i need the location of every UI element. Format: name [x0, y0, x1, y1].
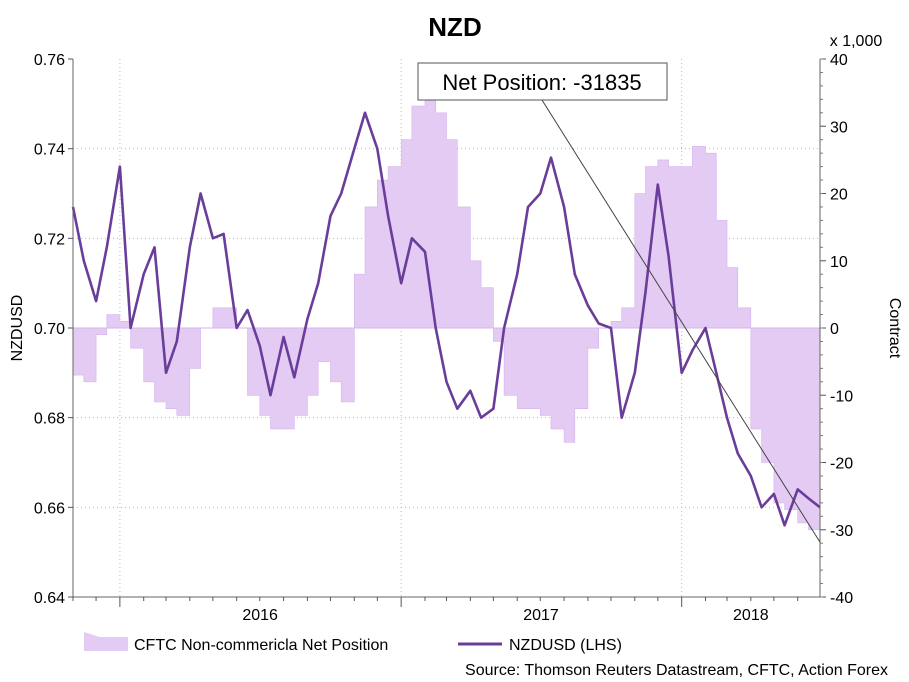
right-tick-label: 40	[830, 52, 848, 69]
chart-title: NZD	[428, 12, 481, 42]
source-note: Source: Thomson Reuters Datastream, CFTC…	[465, 662, 888, 679]
legend-swatch-cftc-fill	[84, 637, 128, 651]
legend: CFTC Non-commericla Net Position NZDUSD …	[84, 632, 622, 654]
right-axis-unit: x 1,000	[830, 33, 883, 50]
cftc-net-position-area	[72, 92, 821, 531]
left-tick-label: 0.66	[34, 500, 65, 517]
callout-leader-line	[541, 99, 821, 543]
right-tick-label: -40	[830, 590, 853, 607]
callout-box	[417, 62, 668, 101]
legend-item-cftc: CFTC Non-commericla Net Position	[84, 632, 388, 654]
left-tick-label: 0.74	[34, 142, 65, 159]
right-tick-label: 30	[830, 119, 848, 136]
x-axis-ticks: 2016 2017 2018	[72, 597, 799, 624]
nzdusd-line	[71, 111, 821, 527]
legend-item-nzdusd: NZDUSD (LHS)	[458, 637, 622, 654]
x-tick-label: 2017	[523, 607, 559, 624]
x-tick-label: 2018	[733, 607, 769, 624]
legend-label-cftc: CFTC Non-commericla Net Position	[134, 637, 388, 654]
x-tick-label: 2016	[242, 607, 278, 624]
right-tick-label: -30	[830, 523, 853, 540]
right-axis-ticks: -40 -30 -20 -10 0 10 20 30 40	[820, 52, 853, 607]
legend-label-nzdusd: NZDUSD (LHS)	[509, 637, 622, 654]
left-tick-label: 0.68	[34, 411, 65, 428]
callout-text: Net Position: -31835	[442, 70, 641, 95]
right-tick-label: 0	[830, 321, 839, 338]
left-tick-label: 0.72	[34, 231, 65, 248]
left-axis-ticks: 0.64 0.66 0.68 0.70 0.72 0.74 0.76	[34, 52, 73, 607]
left-tick-label: 0.64	[34, 590, 65, 607]
nzdusd-line-path	[71, 111, 821, 527]
right-tick-label: -10	[830, 388, 853, 405]
right-tick-label: 10	[830, 254, 848, 271]
cftc-area-path	[72, 92, 821, 531]
left-tick-label: 0.76	[34, 52, 65, 69]
left-axis-label: NZDUSD	[9, 295, 26, 362]
left-tick-label: 0.70	[34, 321, 65, 338]
net-position-callout: Net Position: -31835	[417, 62, 821, 543]
right-axis-label: Contract	[886, 298, 903, 359]
right-tick-label: 20	[830, 187, 848, 204]
right-tick-label: -20	[830, 456, 853, 473]
